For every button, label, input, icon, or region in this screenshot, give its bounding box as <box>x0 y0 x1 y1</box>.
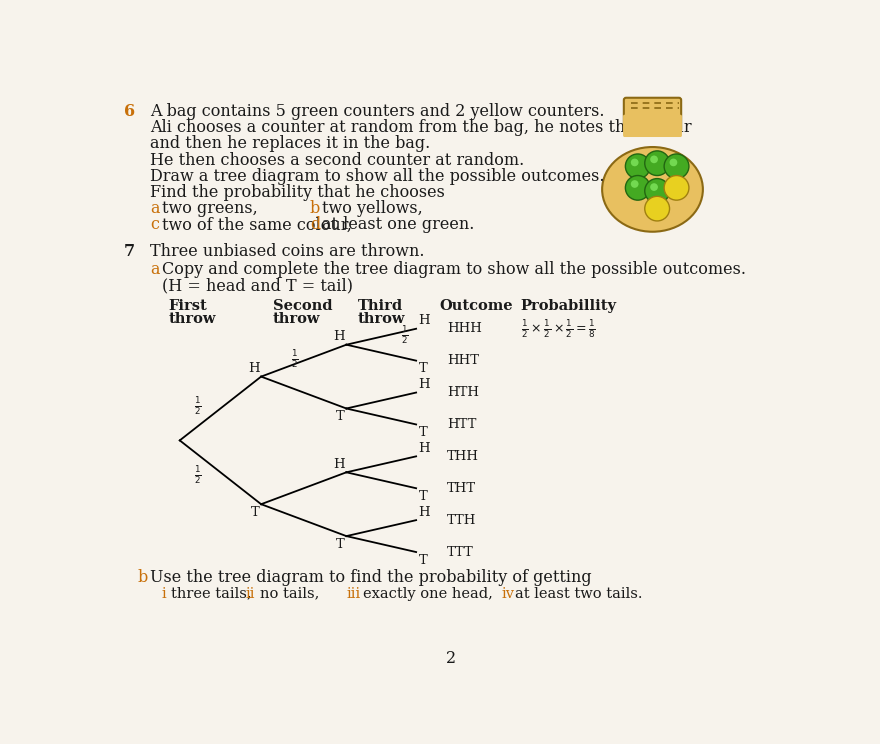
Circle shape <box>626 176 650 200</box>
Text: b: b <box>310 200 320 217</box>
Text: T: T <box>419 554 427 567</box>
Circle shape <box>631 158 639 166</box>
Text: Third: Third <box>358 300 403 313</box>
Text: throw: throw <box>273 312 320 326</box>
Circle shape <box>645 179 670 203</box>
Text: $\frac{1}{2}$: $\frac{1}{2}$ <box>400 324 408 346</box>
Text: HTH: HTH <box>447 386 479 399</box>
Text: H: H <box>334 330 345 343</box>
Text: iv: iv <box>502 587 515 600</box>
Text: no tails,: no tails, <box>260 587 319 600</box>
Text: 7: 7 <box>124 243 135 260</box>
Circle shape <box>626 154 650 179</box>
Text: two of the same colour,: two of the same colour, <box>162 217 352 234</box>
Circle shape <box>645 196 670 221</box>
Text: c: c <box>150 217 159 234</box>
Text: A bag contains 5 green counters and 2 yellow counters.: A bag contains 5 green counters and 2 ye… <box>150 103 605 120</box>
Text: T: T <box>419 362 427 375</box>
Text: a: a <box>150 200 160 217</box>
Text: at least one green.: at least one green. <box>321 217 474 234</box>
Text: two yellows,: two yellows, <box>321 200 422 217</box>
Text: HHT: HHT <box>447 354 479 367</box>
Text: 6: 6 <box>124 103 135 120</box>
Text: $\frac{1}{2}$: $\frac{1}{2}$ <box>194 395 202 417</box>
Text: T: T <box>336 538 345 551</box>
Text: three tails,: three tails, <box>172 587 252 600</box>
Text: H: H <box>419 506 430 519</box>
Text: H: H <box>419 314 430 327</box>
Text: H: H <box>248 362 260 375</box>
Text: $\frac{1}{2}$: $\frac{1}{2}$ <box>194 464 202 486</box>
Circle shape <box>631 180 639 187</box>
Text: Probabillity: Probabillity <box>521 300 617 313</box>
Text: T: T <box>419 426 427 439</box>
Text: and then he replaces it in the bag.: and then he replaces it in the bag. <box>150 135 430 153</box>
Circle shape <box>645 151 670 176</box>
Text: H: H <box>334 458 345 471</box>
Circle shape <box>650 155 658 163</box>
Text: Draw a tree diagram to show all the possible outcomes.: Draw a tree diagram to show all the poss… <box>150 168 605 185</box>
FancyBboxPatch shape <box>624 97 681 132</box>
Text: throw: throw <box>168 312 216 326</box>
Text: Ali chooses a counter at random from the bag, he notes the colour: Ali chooses a counter at random from the… <box>150 119 692 136</box>
Text: throw: throw <box>358 312 406 326</box>
Text: a: a <box>150 261 160 278</box>
Text: THH: THH <box>447 450 479 463</box>
Text: THT: THT <box>447 482 476 495</box>
Text: Use the tree diagram to find the probability of getting: Use the tree diagram to find the probabi… <box>150 569 592 586</box>
Text: i: i <box>162 587 166 600</box>
Text: HTT: HTT <box>447 418 476 431</box>
Circle shape <box>664 154 689 179</box>
Text: $\frac{1}{2}$: $\frac{1}{2}$ <box>290 348 298 370</box>
Text: First: First <box>168 300 207 313</box>
Ellipse shape <box>602 147 703 231</box>
Text: H: H <box>419 378 430 391</box>
Text: Outcome: Outcome <box>439 300 513 313</box>
Text: TTH: TTH <box>447 513 476 527</box>
Text: ii: ii <box>246 587 255 600</box>
Text: iii: iii <box>347 587 361 600</box>
Text: at least two tails.: at least two tails. <box>516 587 642 600</box>
Text: Second: Second <box>273 300 333 313</box>
Text: 2: 2 <box>446 650 456 667</box>
Text: b: b <box>137 569 147 586</box>
Text: TTT: TTT <box>447 545 473 559</box>
Text: He then chooses a second counter at random.: He then chooses a second counter at rand… <box>150 152 524 169</box>
Text: T: T <box>336 410 345 423</box>
Circle shape <box>670 158 678 166</box>
Text: H: H <box>419 442 430 455</box>
Text: $\frac{1}{2}\times\frac{1}{2}\times\frac{1}{2}=\frac{1}{8}$: $\frac{1}{2}\times\frac{1}{2}\times\frac… <box>521 318 596 340</box>
Text: (H = head and T = tail): (H = head and T = tail) <box>162 278 353 294</box>
Text: d: d <box>310 217 320 234</box>
Circle shape <box>664 176 689 200</box>
FancyBboxPatch shape <box>623 115 682 137</box>
Text: Three unbiased coins are thrown.: Three unbiased coins are thrown. <box>150 243 425 260</box>
Text: Find the probability that he chooses: Find the probability that he chooses <box>150 184 445 201</box>
Text: Copy and complete the tree diagram to show all the possible outcomes.: Copy and complete the tree diagram to sh… <box>162 261 746 278</box>
Circle shape <box>650 183 658 191</box>
Text: HHH: HHH <box>447 322 482 336</box>
Text: two greens,: two greens, <box>162 200 258 217</box>
Text: exactly one head,: exactly one head, <box>363 587 494 600</box>
Text: T: T <box>251 506 260 519</box>
Text: T: T <box>419 490 427 503</box>
